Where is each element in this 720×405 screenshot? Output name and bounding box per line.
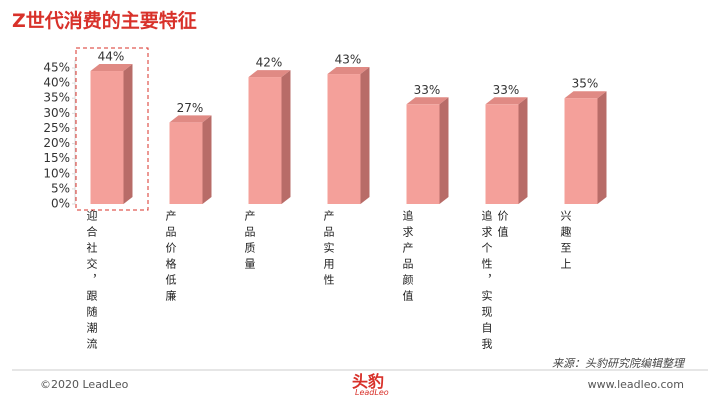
y-tick-label: 5%	[51, 181, 70, 195]
value-label: 35%	[572, 77, 599, 91]
logo-sub: LeadLeo	[355, 388, 389, 397]
bar	[90, 71, 124, 205]
bar-side	[518, 97, 528, 204]
y-tick-label: 40%	[43, 76, 70, 90]
x-tick-label: 兴趣至上	[559, 210, 572, 274]
x-tick-label: 迎合社交，跟随潮流	[85, 210, 98, 354]
y-tick-label: 35%	[43, 91, 70, 105]
bar	[169, 122, 203, 204]
bar-side	[123, 64, 133, 205]
y-tick-label: 20%	[43, 136, 70, 150]
bar-side	[202, 115, 212, 204]
bar	[564, 98, 598, 204]
bar	[248, 77, 282, 204]
website: www.leadleo.com	[587, 378, 684, 391]
y-tick-label: 10%	[43, 166, 70, 180]
x-tick-label: 追求个性，实现自我价值	[480, 210, 509, 354]
bar-side	[439, 97, 449, 204]
x-tick-label: 追求产品颜值	[401, 210, 414, 306]
source: 来源：头豹研究院编辑整理	[552, 357, 684, 370]
bar-top	[406, 97, 449, 105]
bar	[327, 74, 361, 205]
bar	[485, 104, 519, 204]
y-tick-label: 30%	[43, 106, 70, 120]
value-label: 33%	[414, 83, 441, 97]
logo: 头豹	[352, 372, 385, 391]
x-tick-label: 产品实用性	[322, 210, 335, 290]
value-label: 43%	[335, 53, 362, 67]
bar-side	[360, 67, 370, 205]
x-tick-label: 产品价格低廉	[164, 210, 177, 306]
value-label: 27%	[177, 101, 204, 115]
y-tick-label: 15%	[43, 151, 70, 165]
highlight-box	[75, 47, 149, 211]
bar-top	[485, 97, 528, 105]
y-tick-label: 25%	[43, 121, 70, 135]
x-tick-label: 产品质量	[243, 210, 256, 274]
y-tick-label: 0%	[51, 197, 70, 211]
bar-side	[281, 70, 291, 204]
copyright: ©2020 LeadLeo	[40, 378, 129, 391]
bar-top	[248, 70, 291, 78]
bar	[406, 104, 440, 204]
bar-top	[327, 67, 370, 75]
value-label: 33%	[493, 83, 520, 97]
y-tick-label: 45%	[43, 61, 70, 75]
value-label: 44%	[98, 50, 125, 64]
bar-top	[169, 115, 212, 123]
chart-title: Z世代消费的主要特征	[12, 10, 197, 32]
bar-top	[90, 64, 133, 72]
bar-top	[564, 91, 607, 99]
value-label: 42%	[256, 56, 283, 70]
bar-side	[597, 91, 607, 204]
